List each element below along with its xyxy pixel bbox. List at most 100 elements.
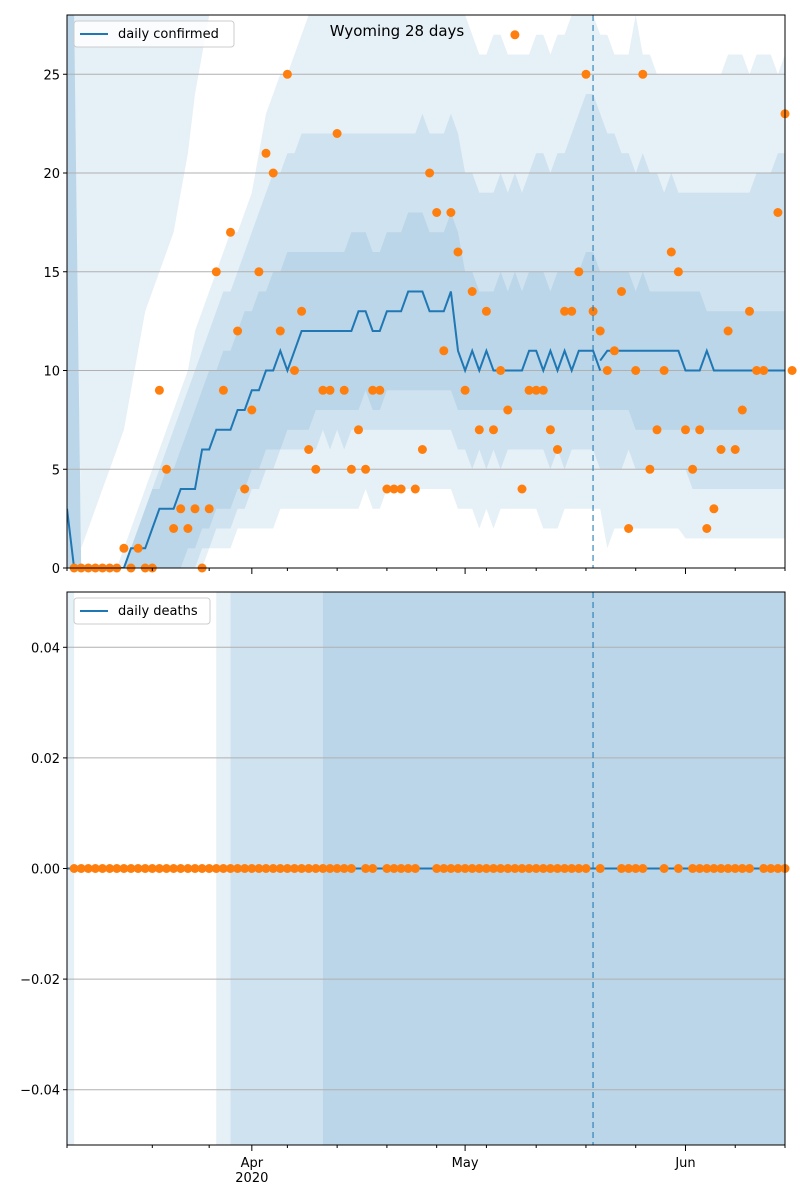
- observed-point: [119, 543, 129, 553]
- confirmed-x-ticks: [66, 568, 786, 574]
- observed-point: [723, 326, 733, 336]
- observed-point: [496, 366, 506, 375]
- observed-point: [531, 385, 541, 395]
- confidence-band-inner: [67, 15, 785, 568]
- observed-point: [730, 864, 740, 873]
- observed-point: [567, 306, 577, 316]
- observed-point: [162, 464, 171, 474]
- deaths-observed-points: [69, 864, 790, 873]
- y-tick-label: 15: [43, 266, 60, 281]
- observed-point: [261, 864, 271, 873]
- observed-point: [176, 864, 186, 873]
- observed-point: [425, 168, 435, 178]
- observed-point: [197, 864, 207, 873]
- observed-point: [297, 864, 307, 873]
- observed-point: [396, 484, 406, 494]
- observed-point: [297, 306, 307, 316]
- observed-point: [617, 864, 626, 873]
- observed-point: [311, 864, 321, 873]
- observed-point: [659, 366, 669, 375]
- x-tick-label-jun: Jun: [674, 1156, 695, 1171]
- observed-point: [133, 543, 143, 553]
- observed-point: [275, 864, 285, 873]
- observed-point: [588, 306, 598, 316]
- observed-point: [745, 306, 754, 316]
- observed-point: [361, 864, 371, 873]
- observed-point: [105, 864, 115, 873]
- observed-point: [574, 864, 584, 873]
- x-year-label: 2020: [235, 1171, 268, 1186]
- observed-point: [354, 425, 363, 435]
- observed-point: [595, 864, 605, 873]
- observed-point: [268, 864, 278, 873]
- observed-point: [311, 464, 321, 474]
- observed-point: [169, 864, 179, 873]
- confidence-band-middle: [67, 15, 785, 568]
- observed-point: [496, 864, 506, 873]
- observed-point: [254, 267, 264, 277]
- observed-point: [673, 864, 683, 873]
- observed-point: [233, 864, 243, 873]
- deaths-legend: daily deaths: [73, 597, 211, 625]
- observed-point: [773, 864, 783, 873]
- legend-box: [73, 20, 235, 48]
- observed-point: [389, 484, 399, 494]
- y-tick-label: 5: [52, 463, 60, 478]
- y-tick-label: 0.00: [31, 863, 60, 878]
- observed-point: [282, 864, 292, 873]
- observed-point: [545, 425, 555, 435]
- observed-point: [474, 425, 484, 435]
- observed-point: [567, 864, 577, 873]
- confirmed-confidence-bands: [67, 15, 785, 568]
- observed-point: [453, 864, 463, 873]
- observed-point: [474, 864, 484, 873]
- y-tick-label: 0.02: [31, 752, 60, 767]
- observed-point: [709, 864, 719, 873]
- observed-point: [204, 864, 214, 873]
- observed-point: [190, 504, 200, 514]
- deaths-chart: −0.04 −0.02 0.00 0.02 0.04 Apr May Jun 2020 dai…: [20, 591, 790, 1186]
- observed-point: [204, 504, 214, 514]
- observed-point: [382, 484, 392, 494]
- observed-point: [745, 864, 754, 873]
- observed-point: [389, 864, 399, 873]
- observed-point: [240, 864, 250, 873]
- observed-point: [481, 306, 491, 316]
- observed-point: [695, 864, 705, 873]
- observed-point: [396, 864, 406, 873]
- observed-point: [140, 864, 150, 873]
- observed-point: [737, 405, 747, 415]
- observed-point: [368, 864, 378, 873]
- observed-point: [183, 864, 193, 873]
- observed-point: [453, 247, 463, 257]
- observed-point: [673, 267, 683, 277]
- confidence-band-outer: [67, 15, 785, 549]
- observed-point: [759, 864, 769, 873]
- observed-point: [318, 385, 328, 395]
- observed-point: [332, 129, 342, 138]
- observed-point: [119, 864, 129, 873]
- observed-point: [752, 366, 762, 375]
- observed-point: [211, 267, 221, 277]
- observed-point: [517, 484, 527, 494]
- observed-point: [489, 864, 498, 873]
- observed-point: [190, 864, 200, 873]
- confirmed-axes-frame: [66, 14, 786, 569]
- y-tick-label: 0.04: [31, 641, 60, 656]
- observed-point: [545, 864, 555, 873]
- observed-point: [510, 864, 520, 873]
- observed-point: [489, 425, 498, 435]
- observed-point: [652, 425, 662, 435]
- observed-point: [304, 445, 314, 454]
- chart-title: Wyoming 28 days: [330, 22, 465, 40]
- legend-box: [73, 597, 211, 625]
- observed-point: [218, 385, 228, 395]
- observed-point: [69, 864, 79, 873]
- y-tick-label: −0.04: [20, 1084, 60, 1099]
- observed-point: [346, 864, 356, 873]
- observed-point: [403, 864, 413, 873]
- observed-point: [517, 864, 527, 873]
- observed-point: [176, 504, 186, 514]
- observed-point: [538, 385, 548, 395]
- confidence-band-core: [67, 15, 785, 568]
